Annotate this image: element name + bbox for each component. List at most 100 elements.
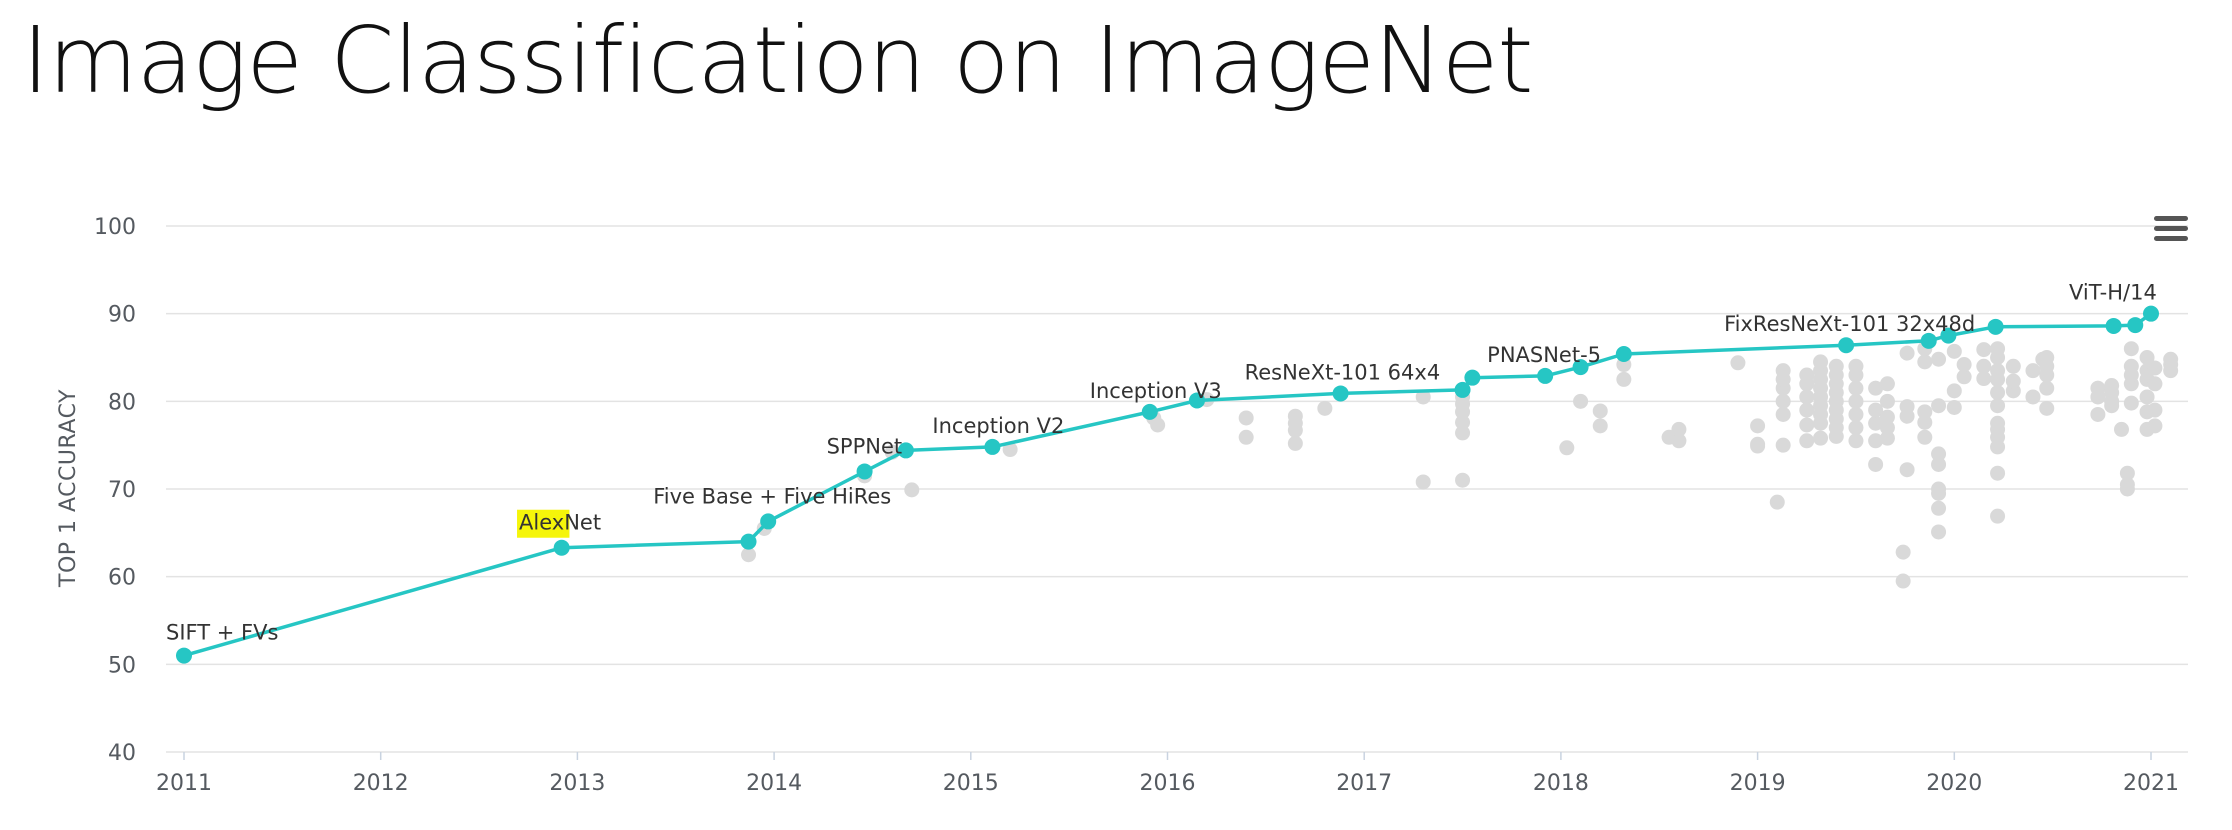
other-model-point <box>2139 389 2155 405</box>
other-model-point <box>1931 456 1947 472</box>
other-model-point <box>1879 409 1895 425</box>
other-model-point <box>2163 351 2179 367</box>
other-model-point <box>1990 385 2006 401</box>
y-tick-label: 80 <box>108 390 136 415</box>
other-model-point <box>2104 378 2120 394</box>
hamburger-menu-icon[interactable] <box>2154 216 2188 241</box>
other-model-point <box>1990 363 2006 379</box>
y-tick-label: 60 <box>108 566 136 591</box>
other-model-point <box>1799 389 1815 405</box>
other-model-point <box>1775 406 1791 422</box>
other-model-point <box>1799 417 1815 433</box>
x-tick-label: 2014 <box>746 771 802 796</box>
y-tick-label: 100 <box>94 215 136 240</box>
sota-point <box>553 539 570 556</box>
sota-point <box>984 438 1001 455</box>
sota-point <box>740 533 757 550</box>
other-model-point <box>1238 410 1254 426</box>
x-tick-label: 2017 <box>1336 771 1392 796</box>
other-model-point <box>1415 474 1431 490</box>
other-model-point <box>1813 430 1829 446</box>
sota-label: FixResNeXt-101 32x48d <box>1724 312 1975 336</box>
other-model-point <box>1868 456 1884 472</box>
other-model-point <box>1990 415 2006 431</box>
other-model-point <box>2025 389 2041 405</box>
other-model-point <box>2123 358 2139 374</box>
other-model-point <box>1616 371 1632 387</box>
x-tick-label: 2013 <box>549 771 605 796</box>
other-model-point <box>1879 430 1895 446</box>
other-model-point <box>1769 494 1785 510</box>
sota-point <box>1189 392 1206 409</box>
other-model-point <box>1848 420 1864 436</box>
other-model-point <box>2039 380 2055 396</box>
other-model-point <box>1990 465 2006 481</box>
other-model-point <box>1671 433 1687 449</box>
sota-point <box>1537 367 1554 384</box>
label-highlight <box>517 509 570 538</box>
sota-point <box>1940 327 1957 344</box>
other-model-point <box>1671 421 1687 437</box>
other-model-point <box>1879 376 1895 392</box>
other-model-point <box>2147 376 2163 392</box>
other-model-point <box>2119 481 2135 497</box>
other-model-point <box>1931 398 1947 414</box>
other-model-point <box>1848 380 1864 396</box>
other-model-point <box>1990 341 2006 357</box>
sota-point <box>1141 403 1158 420</box>
other-model-point <box>2039 350 2055 365</box>
x-tick-label: 2016 <box>1140 771 1196 796</box>
other-model-point <box>1848 393 1864 409</box>
other-model-point <box>1750 418 1766 434</box>
other-model-point <box>1990 508 2006 524</box>
other-model-point <box>1813 354 1829 370</box>
other-model-point <box>2039 400 2055 416</box>
sota-label: Inception V2 <box>932 414 1064 438</box>
x-tick-label: 2019 <box>1730 771 1786 796</box>
other-model-point <box>2090 406 2106 422</box>
sota-point <box>1572 359 1589 376</box>
other-model-point <box>1799 402 1815 418</box>
other-model-point <box>1917 404 1933 420</box>
sota-labels: SIFT + FVs AlexNet Five Base + Five HiRes S… <box>166 281 2157 645</box>
x-tick-label: 2015 <box>943 771 999 796</box>
x-tick-label: 2011 <box>156 771 212 796</box>
other-model-point <box>1730 355 1746 371</box>
grid-lines <box>166 225 2188 753</box>
sota-label: PNASNet-5 <box>1487 343 1601 367</box>
other-model-point <box>1917 429 1933 445</box>
other-model-point <box>2113 421 2129 437</box>
sota-point <box>897 442 914 459</box>
x-tick-label: 2012 <box>353 771 409 796</box>
other-model-point <box>1828 358 1844 374</box>
y-axis-ticks: 40 50 60 70 80 90 100 <box>94 215 136 766</box>
other-model-point <box>1879 420 1895 436</box>
x-tick-label: 2021 <box>2123 771 2179 796</box>
x-tick-label: 2018 <box>1533 771 1589 796</box>
sota-label: ResNeXt-101 64x4 <box>1245 360 1441 384</box>
y-tick-label: 50 <box>108 653 136 678</box>
other-model-point <box>1775 393 1791 409</box>
other-model-point <box>1946 383 1962 399</box>
other-model-point <box>1799 367 1815 383</box>
other-model-point <box>1799 433 1815 449</box>
sota-point <box>856 463 873 480</box>
other-model-point <box>2090 380 2106 396</box>
sota-point <box>1454 381 1471 398</box>
other-model-point <box>1559 440 1575 456</box>
other-model-point <box>1848 433 1864 449</box>
sota-point <box>2105 317 2122 334</box>
other-model-point <box>1976 358 1992 374</box>
other-model-point <box>1976 342 1992 358</box>
sota-point <box>760 513 777 530</box>
other-model-point <box>1750 436 1766 452</box>
other-model-point <box>741 547 757 563</box>
other-model-point <box>2123 341 2139 357</box>
other-model-point <box>1868 402 1884 418</box>
sota-label: SIFT + FVs <box>166 621 278 645</box>
other-model-point <box>1895 544 1911 560</box>
other-model-point <box>2139 350 2155 365</box>
other-model-point <box>1931 446 1947 462</box>
sota-point <box>1987 318 2004 335</box>
other-model-point <box>1848 358 1864 374</box>
